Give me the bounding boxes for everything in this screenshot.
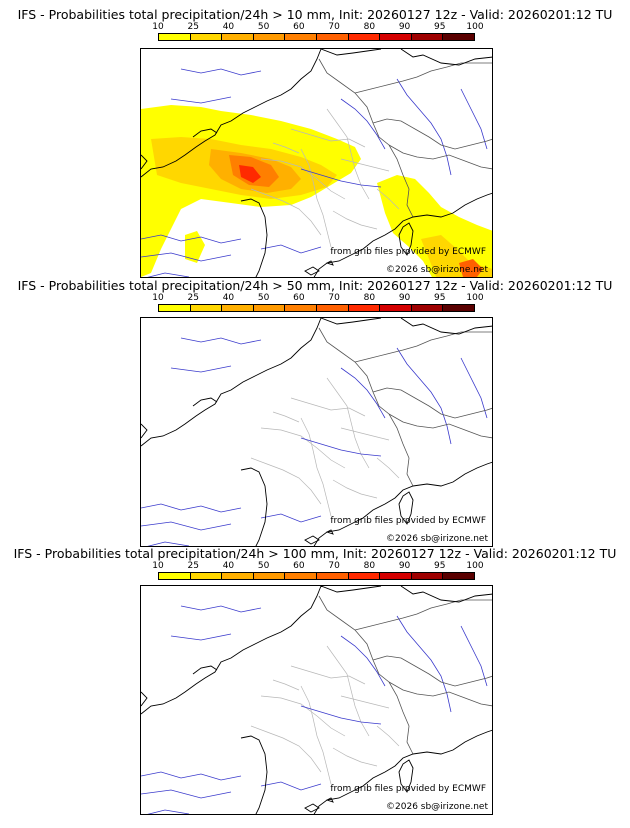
colorbar-tick-label: 50 — [257, 22, 270, 32]
colorbar-tick-label: 95 — [434, 293, 446, 303]
panel-2: IFS - Probabilities total precipitation/… — [0, 279, 630, 549]
colorbar-swatch — [159, 34, 191, 40]
colorbar-swatch — [222, 305, 254, 311]
colorbar-swatch — [411, 34, 444, 40]
panel-title: IFS - Probabilities total precipitation/… — [17, 278, 613, 293]
colorbar-swatch — [190, 305, 223, 311]
map-canvas — [141, 49, 492, 277]
panel-1: IFS - Probabilities total precipitation/… — [0, 8, 630, 278]
map-canvas — [141, 586, 492, 814]
corsica-island — [398, 491, 414, 525]
colorbar-tick-label: 70 — [328, 561, 340, 571]
colorbar-swatch — [380, 34, 412, 40]
colorbar-swatch — [316, 34, 349, 40]
colorbar-tick-label: 60 — [293, 22, 305, 32]
colorbar-tick-label: 25 — [187, 22, 199, 32]
colorbar-labels: 10 25 40 50 60 70 80 90 95 100 — [152, 561, 483, 571]
colorbar-swatch — [222, 34, 254, 40]
precip-area-80 — [239, 165, 261, 183]
colorbar-swatch — [316, 573, 349, 579]
source-credit: from grib files provided by ECMWF — [330, 247, 486, 257]
colorbar-tick-label: 25 — [187, 293, 199, 303]
colorbar-swatch — [348, 34, 381, 40]
colorbar-swatch — [443, 305, 474, 311]
panel-3: IFS - Probabilities total precipitation/… — [0, 547, 630, 822]
colorbar-swatch — [285, 573, 317, 579]
source-credit: from grib files provided by ECMWF — [330, 516, 486, 526]
colorbar-tick-label: 40 — [222, 22, 235, 32]
panel-title: IFS - Probabilities total precipitation/… — [13, 546, 617, 561]
colorbar-swatch — [380, 305, 412, 311]
colorbar-tick-label: 40 — [222, 293, 235, 303]
colorbar-tick-label: 100 — [466, 561, 484, 571]
colorbar-swatch — [380, 573, 412, 579]
colorbar-tick-label: 70 — [328, 293, 340, 303]
colorbar — [158, 33, 475, 41]
precip-area-70 — [459, 259, 483, 277]
colorbar-tick-label: 10 — [152, 293, 164, 303]
colorbar-tick-label: 90 — [398, 22, 411, 32]
copyright-credit: ©2026 sb@irizone.net — [386, 534, 488, 544]
colorbar-swatch — [159, 305, 191, 311]
precip-area-10 — [141, 209, 205, 263]
colorbar-swatch — [443, 34, 474, 40]
map-canvas — [141, 318, 492, 546]
colorbar-tick-label: 95 — [434, 22, 446, 32]
colorbar-swatch — [411, 305, 444, 311]
copyright-credit: ©2026 sb@irizone.net — [386, 802, 488, 812]
colorbar-tick-label: 80 — [363, 22, 376, 32]
colorbar-tick-label: 10 — [152, 561, 164, 571]
map: from grib files provided by ECMWF ©2026 … — [140, 317, 493, 547]
corsica-island — [398, 222, 414, 256]
colorbar-tick-label: 25 — [187, 561, 199, 571]
colorbar-labels: 10 25 40 50 60 70 80 90 95 100 — [152, 293, 483, 303]
colorbar — [158, 304, 475, 312]
colorbar-swatch — [190, 34, 223, 40]
map: from grib files provided by ECMWF ©2026 … — [140, 48, 493, 278]
colorbar-tick-label: 90 — [398, 293, 411, 303]
colorbar-tick-label: 100 — [466, 293, 484, 303]
map: from grib files provided by ECMWF ©2026 … — [140, 585, 493, 815]
colorbar-tick-label: 60 — [293, 293, 305, 303]
source-credit: from grib files provided by ECMWF — [330, 784, 486, 794]
precip-area-10 — [377, 175, 492, 277]
colorbar-swatch — [348, 305, 381, 311]
colorbar-swatch — [190, 573, 223, 579]
colorbar-tick-label: 80 — [363, 293, 376, 303]
colorbar-tick-label: 50 — [257, 293, 270, 303]
colorbar-swatch — [253, 305, 286, 311]
panel-title: IFS - Probabilities total precipitation/… — [17, 7, 613, 22]
colorbar-tick-label: 50 — [257, 561, 270, 571]
colorbar-swatch — [348, 573, 381, 579]
colorbar-tick-label: 10 — [152, 22, 164, 32]
colorbar-swatch — [285, 305, 317, 311]
colorbar-tick-label: 60 — [293, 561, 305, 571]
colorbar-swatch — [285, 34, 317, 40]
colorbar-swatch — [411, 573, 444, 579]
colorbar-swatch — [253, 573, 286, 579]
colorbar-swatch — [253, 34, 286, 40]
colorbar-tick-label: 80 — [363, 561, 376, 571]
colorbar-labels: 10 25 40 50 60 70 80 90 95 100 — [152, 22, 483, 32]
colorbar-swatch — [316, 305, 349, 311]
colorbar-tick-label: 95 — [434, 561, 446, 571]
colorbar — [158, 572, 475, 580]
colorbar-tick-label: 70 — [328, 22, 340, 32]
colorbar-swatch — [159, 573, 191, 579]
colorbar-swatch — [222, 573, 254, 579]
colorbar-swatch — [443, 573, 474, 579]
colorbar-tick-label: 40 — [222, 561, 235, 571]
colorbar-tick-label: 90 — [398, 561, 411, 571]
corsica-island — [398, 759, 414, 793]
colorbar-tick-label: 100 — [466, 22, 484, 32]
copyright-credit: ©2026 sb@irizone.net — [386, 265, 488, 275]
